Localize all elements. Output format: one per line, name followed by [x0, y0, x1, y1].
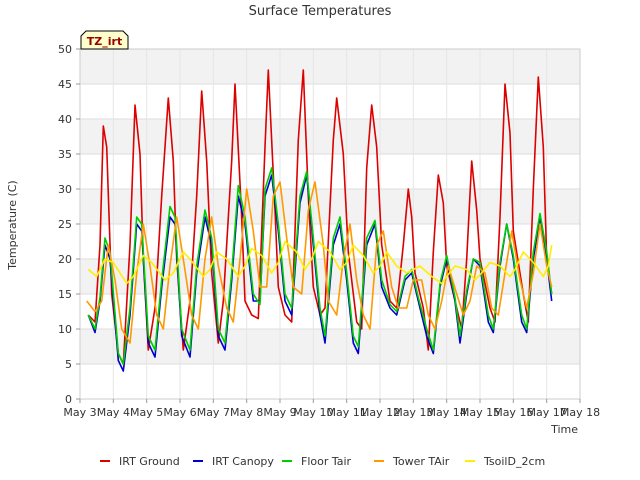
x-tick-label: May 11: [327, 406, 367, 419]
y-tick-label: 5: [65, 358, 72, 371]
x-tick-label: May 8: [230, 406, 263, 419]
legend-label: Tower TAir: [392, 455, 450, 468]
x-tick-label: May 9: [263, 406, 296, 419]
legend-label: IRT Ground: [119, 455, 180, 468]
legend-label: TsoilD_2cm: [483, 455, 545, 468]
x-tick-label: May 14: [427, 406, 467, 419]
x-tick-label: May 13: [393, 406, 433, 419]
chart-title: Surface Temperatures: [249, 4, 392, 19]
x-tick-label: May 7: [197, 406, 230, 419]
y-tick-label: 0: [65, 393, 72, 406]
y-tick-label: 15: [58, 288, 72, 301]
plot-band: [80, 154, 580, 189]
plot-band: [80, 364, 580, 399]
y-tick-label: 50: [58, 43, 72, 56]
x-tick-label: May 6: [163, 406, 196, 419]
y-tick-label: 35: [58, 148, 72, 161]
x-axis-label: Time: [550, 423, 578, 436]
legend-label: Floor Tair: [301, 455, 352, 468]
legend-label: IRT Canopy: [212, 455, 274, 468]
series-line-tower-tair: [86, 181, 553, 344]
annotation-label: TZ_irt: [87, 35, 122, 48]
plot-band: [80, 84, 580, 119]
y-tick-label: 30: [58, 183, 72, 196]
y-tick-label: 25: [58, 218, 72, 231]
plot-band: [80, 329, 580, 364]
x-tick-label: May 18: [560, 406, 600, 419]
x-tick-label: May 4: [97, 406, 130, 419]
x-tick-label: May 10: [293, 406, 333, 419]
x-tick-label: May 12: [360, 406, 400, 419]
x-tick-label: May 5: [130, 406, 163, 419]
y-tick-label: 45: [58, 78, 72, 91]
legend: IRT Ground IRT Canopy Floor Tair Tower TAir…: [100, 455, 545, 468]
x-tick-label: May 3: [63, 406, 96, 419]
x-tick-label: May 15: [460, 406, 500, 419]
series-layer: [86, 69, 553, 372]
y-axis-label: Temperature (C): [6, 180, 19, 270]
series-line-tsoild-2cm: [87, 240, 553, 285]
y-axis-ticks: 0 5 10 15 20 25 30 35 40 45 50: [58, 43, 80, 406]
plot-band: [80, 119, 580, 154]
x-tick-label: May 17: [527, 406, 567, 419]
y-tick-label: 20: [58, 253, 72, 266]
annotation-box: [80, 30, 129, 50]
series-line-floor-tair: [87, 167, 553, 365]
plot-band: [80, 49, 580, 84]
x-tick-label: May 16: [493, 406, 533, 419]
y-tick-label: 10: [58, 323, 72, 336]
y-tick-label: 40: [58, 113, 72, 126]
annotation-tz-irt: TZ_irt: [80, 30, 129, 50]
